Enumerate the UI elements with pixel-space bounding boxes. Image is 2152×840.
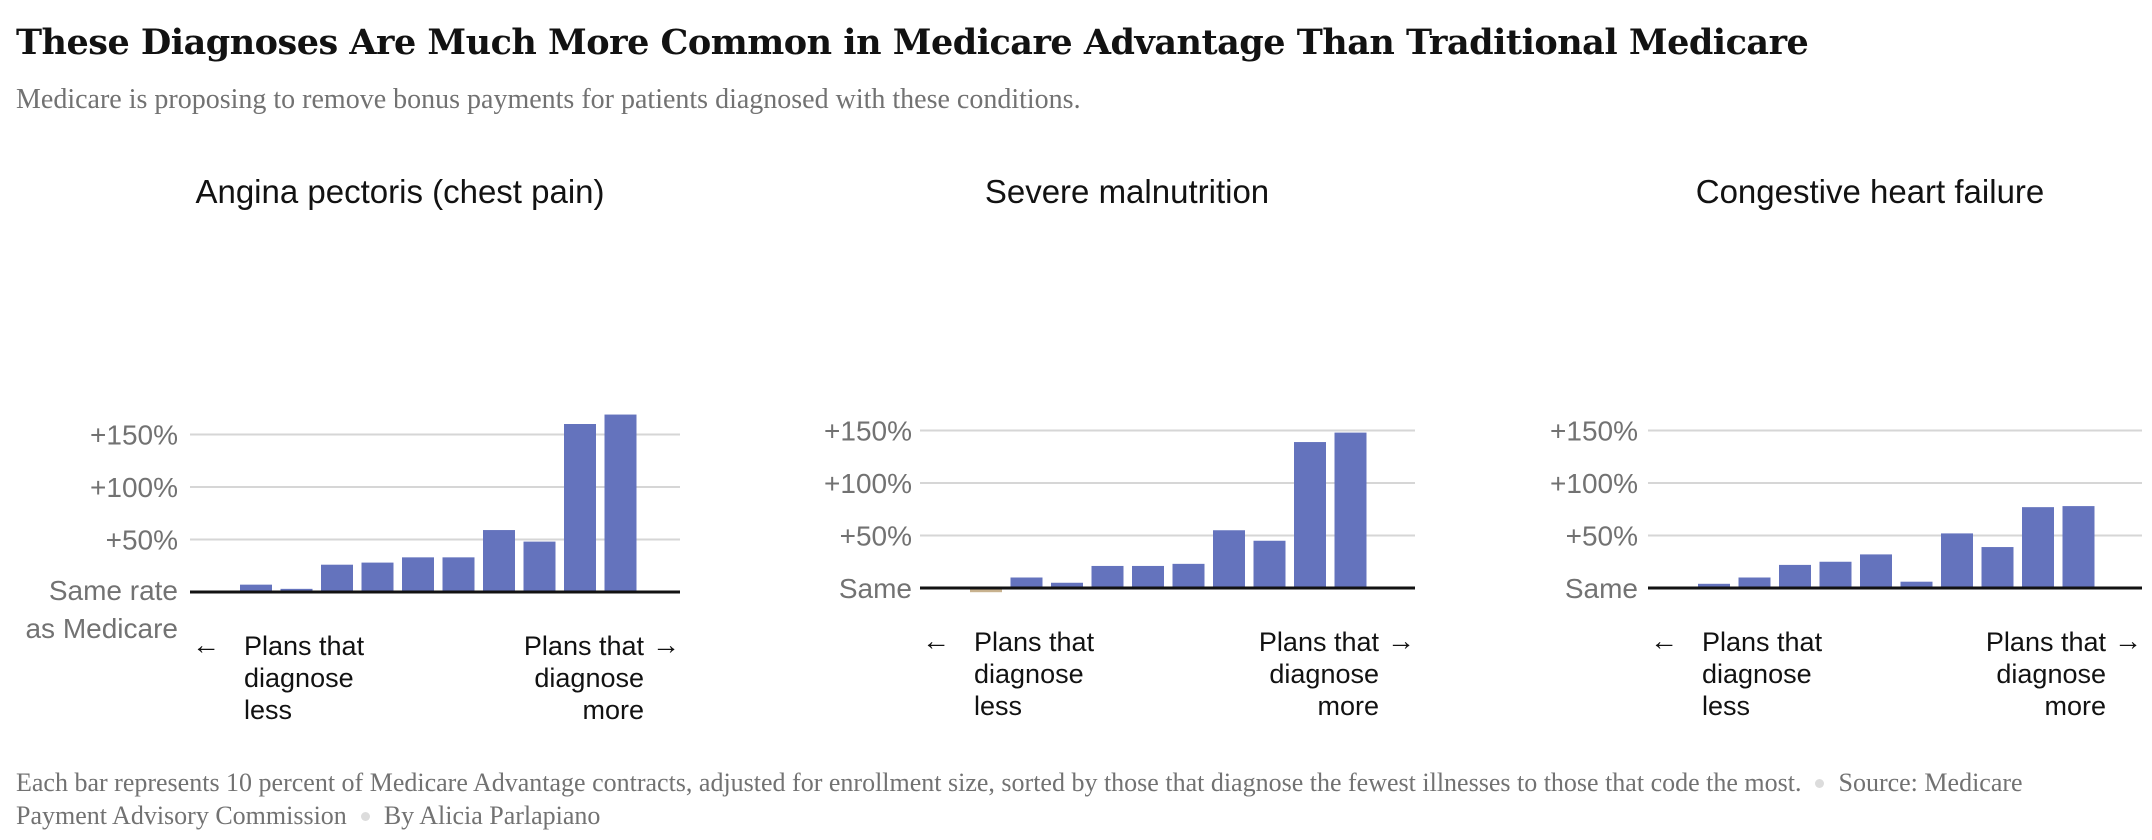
x-left-label: Plans that diagnose less	[974, 627, 1095, 721]
bar	[361, 562, 394, 592]
left-arrow-icon: ←	[1650, 625, 1678, 656]
y-tick-label: +150%	[1550, 416, 1638, 447]
bar	[604, 414, 637, 592]
y-tick-label: Same rate as Medicare	[25, 575, 178, 644]
separator-dot	[360, 812, 370, 822]
x-left-label: Plans that diagnose less	[244, 631, 365, 725]
bar	[1294, 442, 1326, 588]
bar	[1738, 577, 1771, 588]
chart-title: Severe malnutrition	[985, 173, 1269, 210]
bar	[2062, 506, 2095, 588]
right-arrow-icon: →	[2114, 625, 2142, 656]
y-tick-label: +100%	[1550, 468, 1638, 499]
bar	[970, 588, 1002, 593]
bar	[1941, 533, 1973, 588]
footnote-text: Each bar represents 10 percent of Medica…	[16, 768, 1802, 797]
bar	[564, 424, 596, 592]
y-tick-label: +50%	[1566, 521, 1638, 552]
bar	[1860, 554, 1892, 588]
right-arrow-icon: →	[1387, 625, 1415, 656]
bar	[1010, 577, 1043, 588]
bar	[1900, 581, 1933, 588]
source-credit: Source: Medicare Payment Advisory Commis…	[16, 768, 2023, 830]
bar	[1172, 563, 1205, 588]
y-tick-label: +100%	[824, 468, 912, 499]
x-right-label: Plans that diagnose more	[524, 631, 645, 725]
bar	[523, 541, 556, 592]
x-left-label: Plans that diagnose less	[1702, 627, 1823, 721]
bar	[1698, 583, 1730, 588]
bar	[280, 588, 313, 592]
right-arrow-icon: →	[652, 629, 680, 660]
bar	[1981, 547, 2014, 588]
chart-headline: These Diagnoses Are Much More Common in …	[16, 22, 1809, 63]
bar	[1051, 582, 1083, 588]
byline: By Alicia Parlapiano	[383, 801, 601, 830]
y-tick-label: +50%	[106, 525, 178, 556]
bar	[1819, 561, 1852, 588]
bar	[1253, 540, 1286, 588]
bar	[1132, 565, 1164, 588]
chart-title: Angina pectoris (chest pain)	[195, 173, 604, 210]
bar	[321, 564, 353, 592]
y-tick-label: Same	[839, 573, 912, 604]
left-arrow-icon: ←	[192, 629, 220, 660]
bar	[442, 557, 475, 592]
y-tick-label: +50%	[840, 521, 912, 552]
x-right-label: Plans that diagnose more	[1259, 627, 1380, 721]
chart-title: Congestive heart failure	[1696, 173, 2045, 210]
bar	[1213, 530, 1245, 588]
left-arrow-icon: ←	[922, 625, 950, 656]
bar	[483, 530, 515, 592]
y-tick-label: +100%	[90, 472, 178, 503]
small-multiples-charts: Angina pectoris (chest pain) Same rate as …	[25, 173, 2142, 725]
bar	[2022, 507, 2054, 588]
y-tick-label: +150%	[824, 416, 912, 447]
chart-subtitle: Medicare is proposing to remove bonus pa…	[16, 84, 1081, 115]
x-right-label: Plans that diagnose more	[1986, 627, 2107, 721]
y-tick-label: Same	[1565, 573, 1638, 604]
separator-dot	[1815, 779, 1825, 789]
bar	[1779, 564, 1811, 588]
bar	[1091, 565, 1124, 588]
bar	[402, 557, 434, 592]
chart-footnote: Each bar represents 10 percent of Medica…	[16, 766, 2096, 832]
y-tick-label: +150%	[90, 420, 178, 451]
bar	[1334, 432, 1367, 588]
bar	[240, 584, 272, 592]
